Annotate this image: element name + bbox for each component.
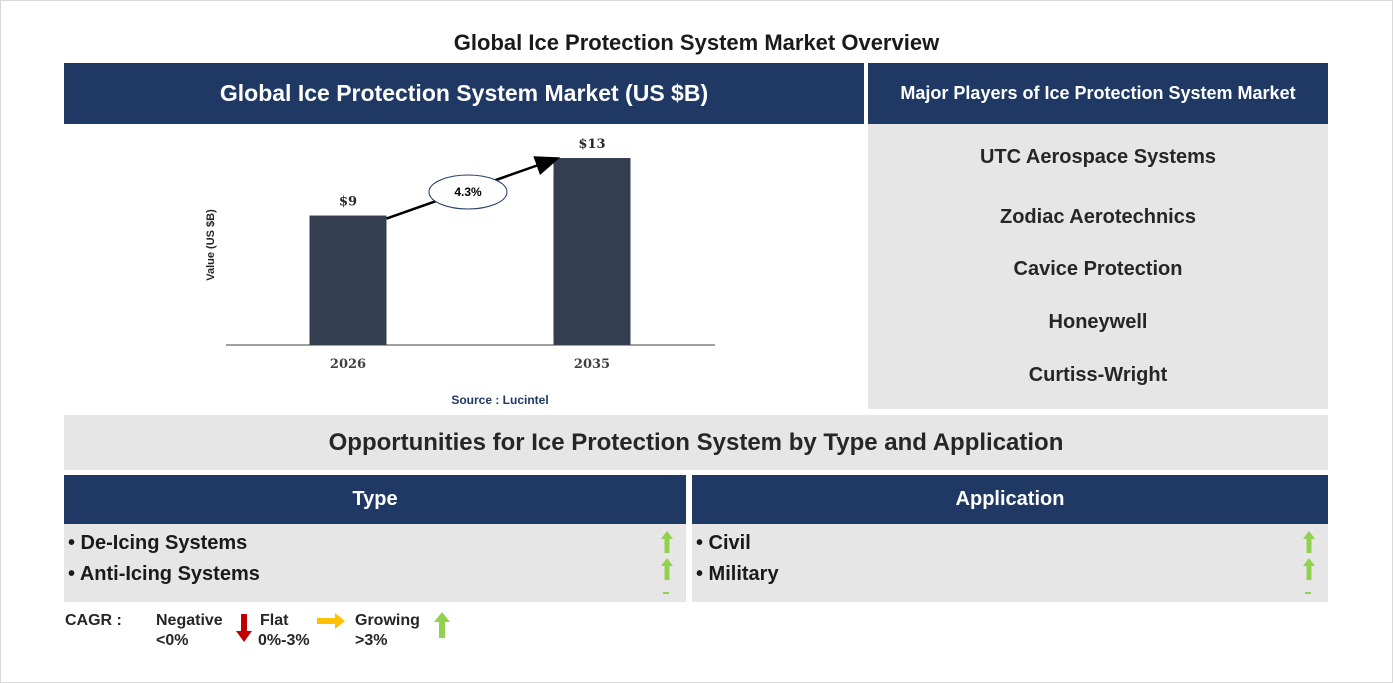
growing-up-arrow-icon (434, 612, 450, 638)
type-item-de-icing: • De-Icing Systems (68, 532, 248, 554)
type-list: • De-Icing Systems • Anti-Icing Systems (64, 524, 686, 602)
divider-dash (1305, 592, 1311, 594)
source-label: Source : Lucintel (451, 393, 548, 407)
growing-arrow-icon (1303, 531, 1315, 553)
category-label: 2035 (574, 357, 610, 372)
application-item-military: • Military (696, 563, 779, 585)
cagr-bubble (428, 174, 508, 210)
application-list: • Civil • Military (692, 524, 1328, 602)
category-label: 2026 (330, 357, 366, 372)
players-header: Major Players of Ice Protection System M… (868, 63, 1328, 124)
legend-growing-range: >3% (355, 632, 388, 649)
bar-2035 (553, 158, 631, 345)
negative-down-arrow-icon (236, 614, 252, 642)
chart-panel-header: Global Ice Protection System Market (US … (64, 63, 864, 124)
type-header: Type (64, 475, 686, 524)
opportunities-title: Opportunities for Ice Protection System … (64, 415, 1328, 470)
player-item: Cavice Protection (1013, 258, 1183, 280)
player-item: Honeywell (1048, 311, 1148, 333)
cagr-label: CAGR : (65, 612, 122, 629)
value-label: $13 (578, 137, 605, 152)
flat-right-arrow-icon (317, 613, 345, 629)
application-item-civil: • Civil (696, 532, 751, 554)
player-item: Curtiss-Wright (1028, 364, 1168, 386)
divider-dash (663, 592, 669, 594)
page-title: Global Ice Protection System Market Over… (453, 30, 940, 55)
y-axis-label: Value (US $B) (205, 209, 217, 281)
bar-2026 (309, 215, 387, 345)
players-list: UTC Aerospace Systems Zodiac Aerotechnic… (868, 124, 1328, 409)
legend-negative-name: Negative (156, 612, 223, 629)
legend-growing-name: Growing (355, 612, 420, 629)
growing-arrow-icon (1303, 558, 1315, 580)
growing-arrow-icon (661, 558, 673, 580)
value-label: $9 (339, 195, 357, 210)
market-bar-chart: Value (US $B) $9 2026 $13 2035 4.3% Source … (205, 137, 715, 407)
legend-negative-range: <0% (156, 632, 189, 649)
growing-arrow-icon (661, 531, 673, 553)
cagr-annotation: 4.3% (454, 185, 482, 199)
player-item: UTC Aerospace Systems (979, 146, 1217, 168)
player-item: Zodiac Aerotechnics (1000, 206, 1196, 228)
application-header: Application (692, 475, 1328, 524)
type-item-anti-icing: • Anti-Icing Systems (68, 563, 260, 585)
legend-flat-range: 0%-3% (258, 632, 310, 649)
legend-flat-name: Flat (260, 612, 289, 629)
